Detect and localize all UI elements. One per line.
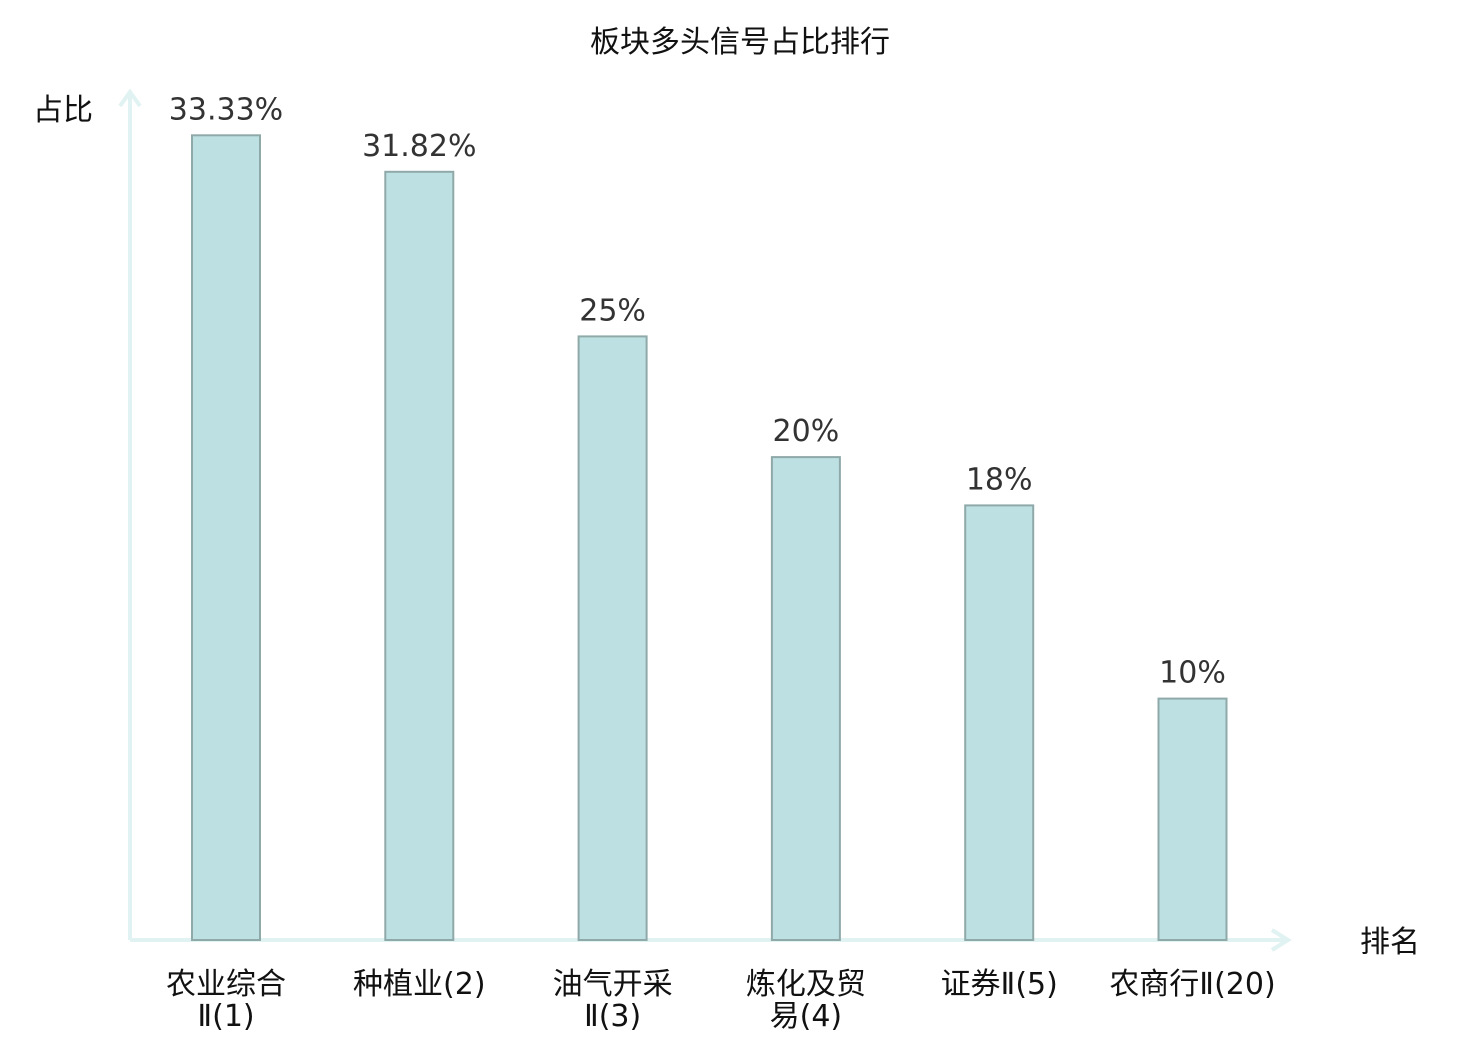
category-label-2: 种植业(2) [353, 967, 486, 1002]
category-label-1: 农业综合 Ⅱ(1) [166, 967, 286, 1034]
x-axis-label: 排名 [1360, 925, 1420, 960]
bar-6 [1157, 697, 1228, 941]
category-labels-group: 农业综合 Ⅱ(1) 种植业(2) 油气开采 Ⅱ(3) 炼化及贸易(4) 证券Ⅱ(5) 农商行Ⅱ… [166, 967, 1276, 1034]
category-label-line: 农业综合 [166, 967, 286, 1002]
y-axis [118, 88, 142, 940]
bars-group [191, 134, 1228, 942]
bar-4 [770, 456, 841, 941]
bar-1 [191, 134, 261, 942]
category-label-line: Ⅱ(3) [584, 999, 641, 1034]
value-label-6: 10% [1159, 656, 1226, 691]
category-label-5: 证券Ⅱ(5) [941, 967, 1058, 1002]
bar-5 [964, 504, 1035, 941]
value-label-1: 33.33% [169, 92, 283, 127]
value-label-4: 20% [773, 414, 840, 449]
value-labels-group: 33.33% 31.82% 25% 20% 18% 10% [169, 92, 1226, 690]
category-label-line: 油气开采 [553, 967, 673, 1002]
value-label-2: 31.82% [362, 129, 476, 164]
chart-title: 板块多头信号占比排行 [590, 25, 890, 60]
category-label-line: 易(4) [770, 999, 843, 1034]
category-label-line: Ⅱ(1) [197, 999, 254, 1034]
category-label-line: 炼化及贸 [746, 967, 866, 1002]
x-axis [130, 928, 1292, 952]
category-label-3: 油气开采 Ⅱ(3) [553, 967, 673, 1034]
value-label-5: 18% [966, 462, 1033, 497]
category-label-line: 农商行Ⅱ(20) [1109, 967, 1275, 1002]
y-axis-label: 占比 [33, 93, 93, 128]
value-label-3: 25% [579, 293, 646, 328]
bar-3 [577, 335, 648, 941]
category-label-4: 炼化及贸易(4) [746, 967, 866, 1034]
bar-2 [384, 170, 455, 942]
category-label-6: 农商行Ⅱ(20) [1109, 967, 1275, 1002]
category-label-line: 证券Ⅱ(5) [941, 967, 1058, 1002]
category-label-line: 种植业(2) [353, 967, 486, 1002]
